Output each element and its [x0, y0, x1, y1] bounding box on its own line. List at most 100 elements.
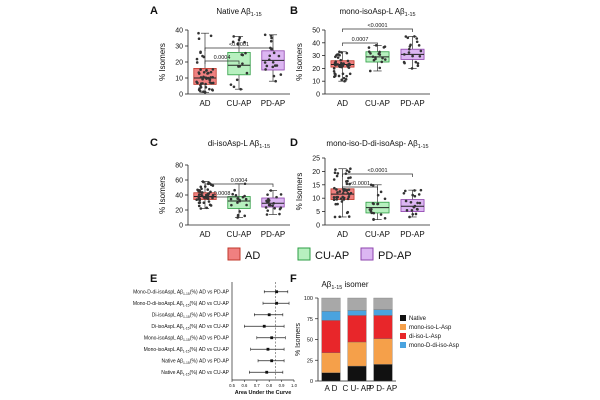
y-tick-label: 50 — [312, 28, 320, 35]
data-point — [211, 184, 215, 187]
data-point — [208, 87, 211, 91]
y-tick-label: 5 — [316, 209, 320, 216]
data-point — [372, 211, 376, 215]
panel-letter: A — [150, 5, 158, 17]
y-tick-label: 0 — [316, 92, 320, 99]
y-tick-label: 10 — [312, 79, 320, 86]
x-tick-label: AD — [337, 99, 348, 108]
forest-row-label: Mono-D-di-isoAspL Aβ1-15(%) AD vs PD-AP — [133, 290, 230, 296]
data-point — [195, 61, 199, 64]
data-point — [199, 185, 203, 189]
data-point — [336, 172, 340, 175]
data-point — [413, 204, 417, 208]
panel-letter: C — [150, 137, 158, 149]
auc-point — [265, 370, 269, 374]
significance-bracket — [204, 60, 240, 64]
data-point — [209, 76, 212, 79]
y-axis-label: % Isomers — [295, 43, 304, 81]
data-point — [378, 50, 381, 54]
forest-row-label: Di-isoAspL Aβ1-15(%) AD vs CU-AP — [151, 324, 229, 330]
x-tick-label: PD-AP — [400, 99, 424, 108]
data-point — [238, 36, 242, 40]
data-point — [202, 75, 205, 79]
data-point — [408, 45, 412, 48]
data-point — [383, 197, 387, 201]
data-point — [348, 193, 351, 196]
data-point — [278, 212, 281, 216]
data-point — [347, 188, 351, 191]
data-point — [232, 35, 236, 38]
legend-swatch-pd — [360, 247, 374, 261]
data-point — [195, 198, 198, 201]
panel-e: E 0.5 0.6 0.7 0.8 0.9 1.0 Area Under the Curve M… — [133, 273, 298, 396]
data-point — [211, 68, 215, 71]
data-point — [419, 188, 423, 192]
data-point — [348, 72, 352, 76]
data-point — [202, 90, 205, 94]
y-tick-label: 40 — [312, 40, 320, 47]
data-point — [341, 192, 345, 195]
data-point — [195, 57, 199, 61]
data-point — [411, 212, 415, 216]
x-tick-label: 0.6 — [241, 383, 247, 388]
p-value-label: 0.0004 — [214, 55, 231, 61]
data-point — [414, 212, 418, 216]
y-tick-label: 80 — [175, 163, 183, 170]
data-point — [417, 193, 421, 196]
y-tick-label: 20 — [312, 169, 320, 176]
data-point — [210, 81, 213, 85]
data-point — [332, 198, 336, 202]
legend-swatch-cu — [297, 247, 311, 261]
data-point — [342, 188, 346, 191]
data-point — [206, 192, 210, 196]
data-point — [368, 208, 372, 211]
bar-segment-remainder — [373, 297, 393, 310]
data-point — [197, 31, 200, 35]
forest-row-label: Mono-D-di-isoAspL Aβ1-15(%) AD vs CU-AP — [133, 301, 230, 307]
auc-point — [270, 359, 274, 363]
data-point — [264, 206, 268, 209]
y-tick-label: 40 — [175, 193, 183, 200]
data-point — [345, 180, 348, 183]
data-point — [335, 174, 339, 178]
bar-segment-native — [347, 365, 367, 382]
p-value-label: <0.0001 — [350, 181, 370, 187]
panel-letter: E — [150, 273, 157, 285]
data-point — [348, 182, 351, 186]
data-point — [209, 34, 213, 38]
data-point — [271, 204, 274, 207]
legend-label-monoD: mono-D-di-iso-Asp — [409, 343, 460, 349]
bar-segment-native — [373, 364, 393, 382]
data-point — [266, 209, 270, 212]
data-point — [201, 82, 204, 85]
data-point — [229, 83, 233, 86]
data-point — [237, 65, 240, 68]
data-point — [416, 208, 419, 211]
box-cu — [227, 196, 251, 209]
data-point — [406, 36, 410, 40]
data-point — [333, 75, 336, 78]
y-tick-label: 20 — [312, 66, 320, 73]
data-point — [269, 189, 273, 192]
data-point — [338, 53, 341, 57]
data-point — [378, 66, 382, 70]
data-point — [209, 70, 213, 74]
auc-point — [275, 301, 279, 305]
data-point — [211, 75, 214, 79]
data-point — [418, 201, 422, 205]
y-tick-label: 20 — [175, 208, 183, 215]
data-point — [332, 69, 336, 73]
bar-segment-diL — [321, 320, 341, 353]
data-point — [344, 172, 348, 175]
bar-segment-monoL — [321, 352, 341, 373]
data-point — [383, 58, 387, 61]
data-point — [335, 188, 338, 191]
auc-point — [267, 313, 271, 317]
data-point — [333, 215, 337, 219]
data-point — [374, 56, 377, 59]
data-point — [336, 56, 340, 59]
y-tick-label: 25 — [307, 358, 313, 364]
data-point — [346, 64, 349, 67]
data-point — [199, 90, 202, 93]
panel-title: mono-isoAsp-L Aβ1-15 — [339, 7, 415, 18]
